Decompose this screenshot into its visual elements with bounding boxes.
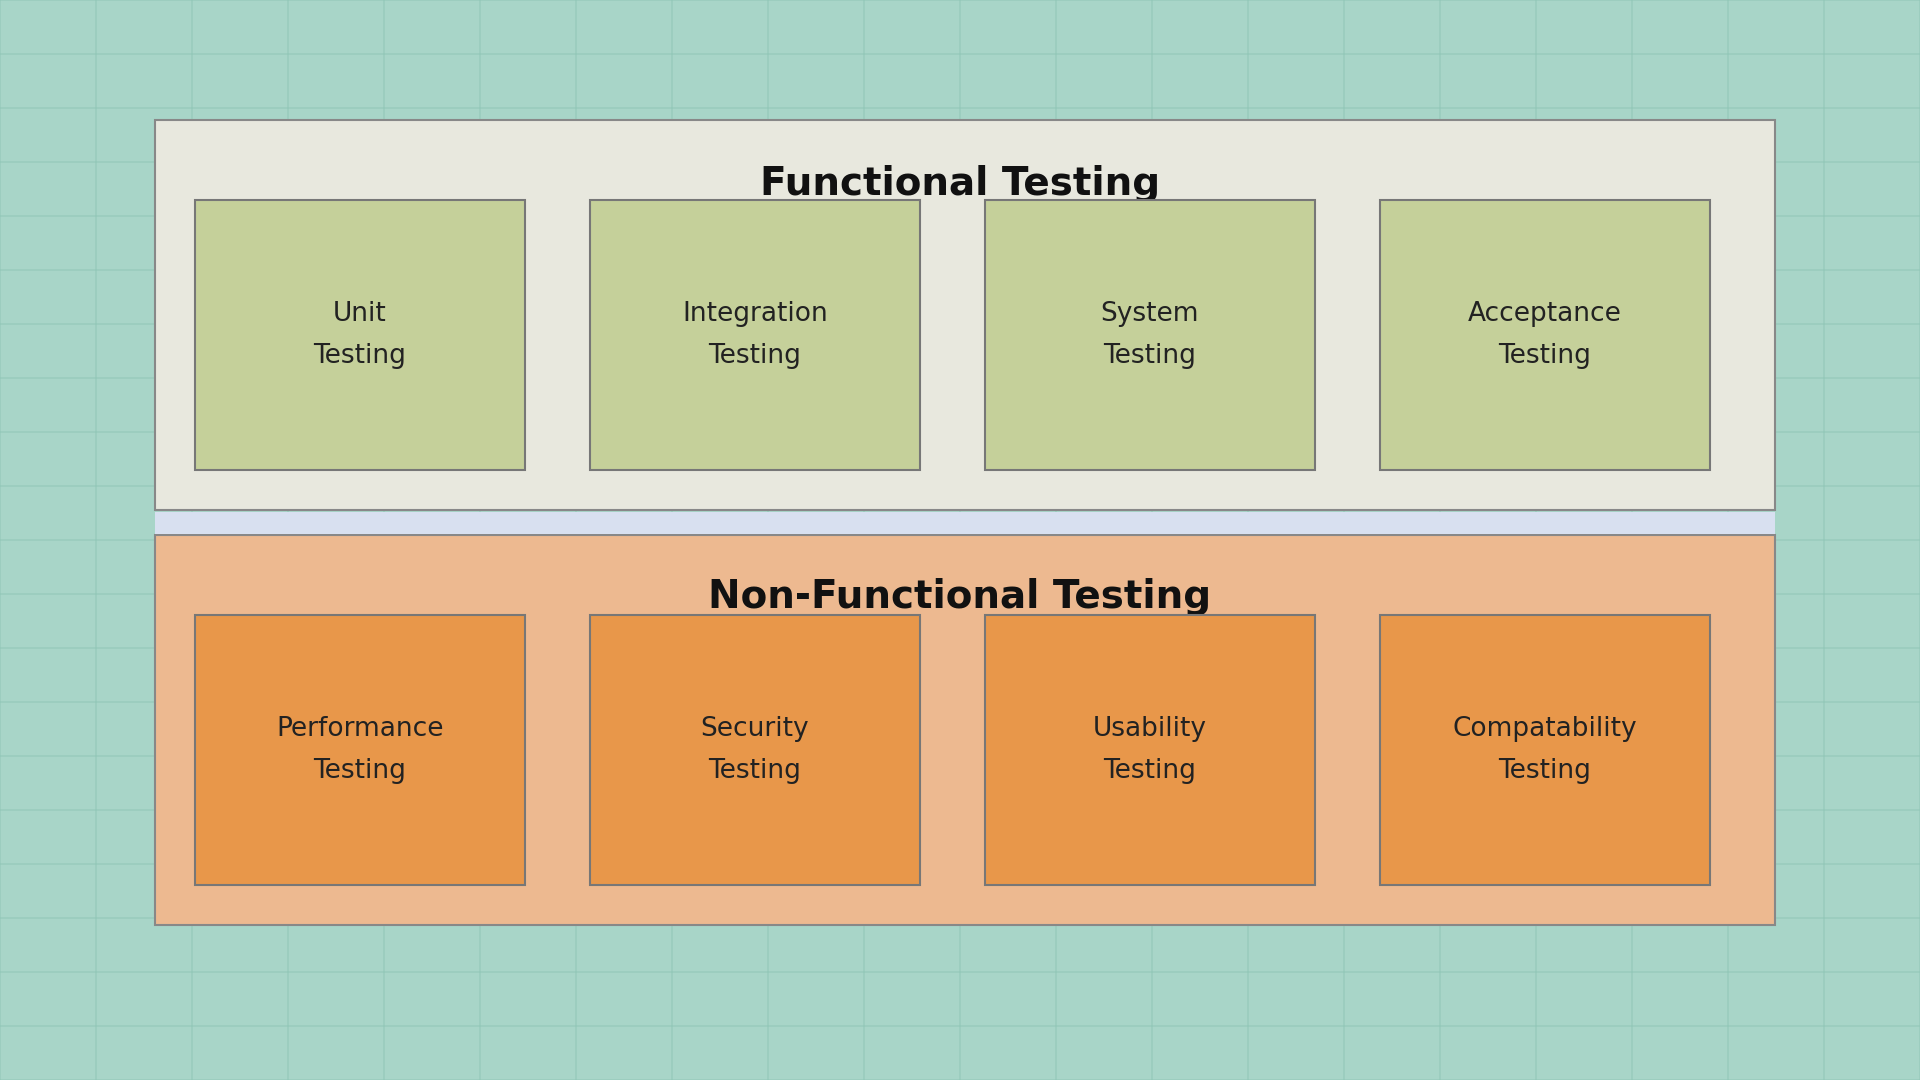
FancyBboxPatch shape [156,535,1774,924]
FancyBboxPatch shape [156,120,1774,510]
Text: Acceptance
Testing: Acceptance Testing [1469,301,1622,369]
FancyBboxPatch shape [196,200,524,470]
FancyBboxPatch shape [1380,615,1711,885]
FancyBboxPatch shape [985,200,1315,470]
Text: Functional Testing: Functional Testing [760,165,1160,203]
FancyBboxPatch shape [589,200,920,470]
FancyBboxPatch shape [1380,200,1711,470]
FancyBboxPatch shape [196,615,524,885]
Text: Unit
Testing: Unit Testing [313,301,407,369]
Text: Non-Functional Testing: Non-Functional Testing [708,578,1212,616]
Text: Compatability
Testing: Compatability Testing [1453,716,1638,784]
Text: Usability
Testing: Usability Testing [1092,716,1208,784]
Text: Performance
Testing: Performance Testing [276,716,444,784]
Bar [156,512,1774,534]
Text: Integration
Testing: Integration Testing [682,301,828,369]
Text: Security
Testing: Security Testing [701,716,810,784]
Text: System
Testing: System Testing [1100,301,1200,369]
FancyBboxPatch shape [589,615,920,885]
FancyBboxPatch shape [985,615,1315,885]
